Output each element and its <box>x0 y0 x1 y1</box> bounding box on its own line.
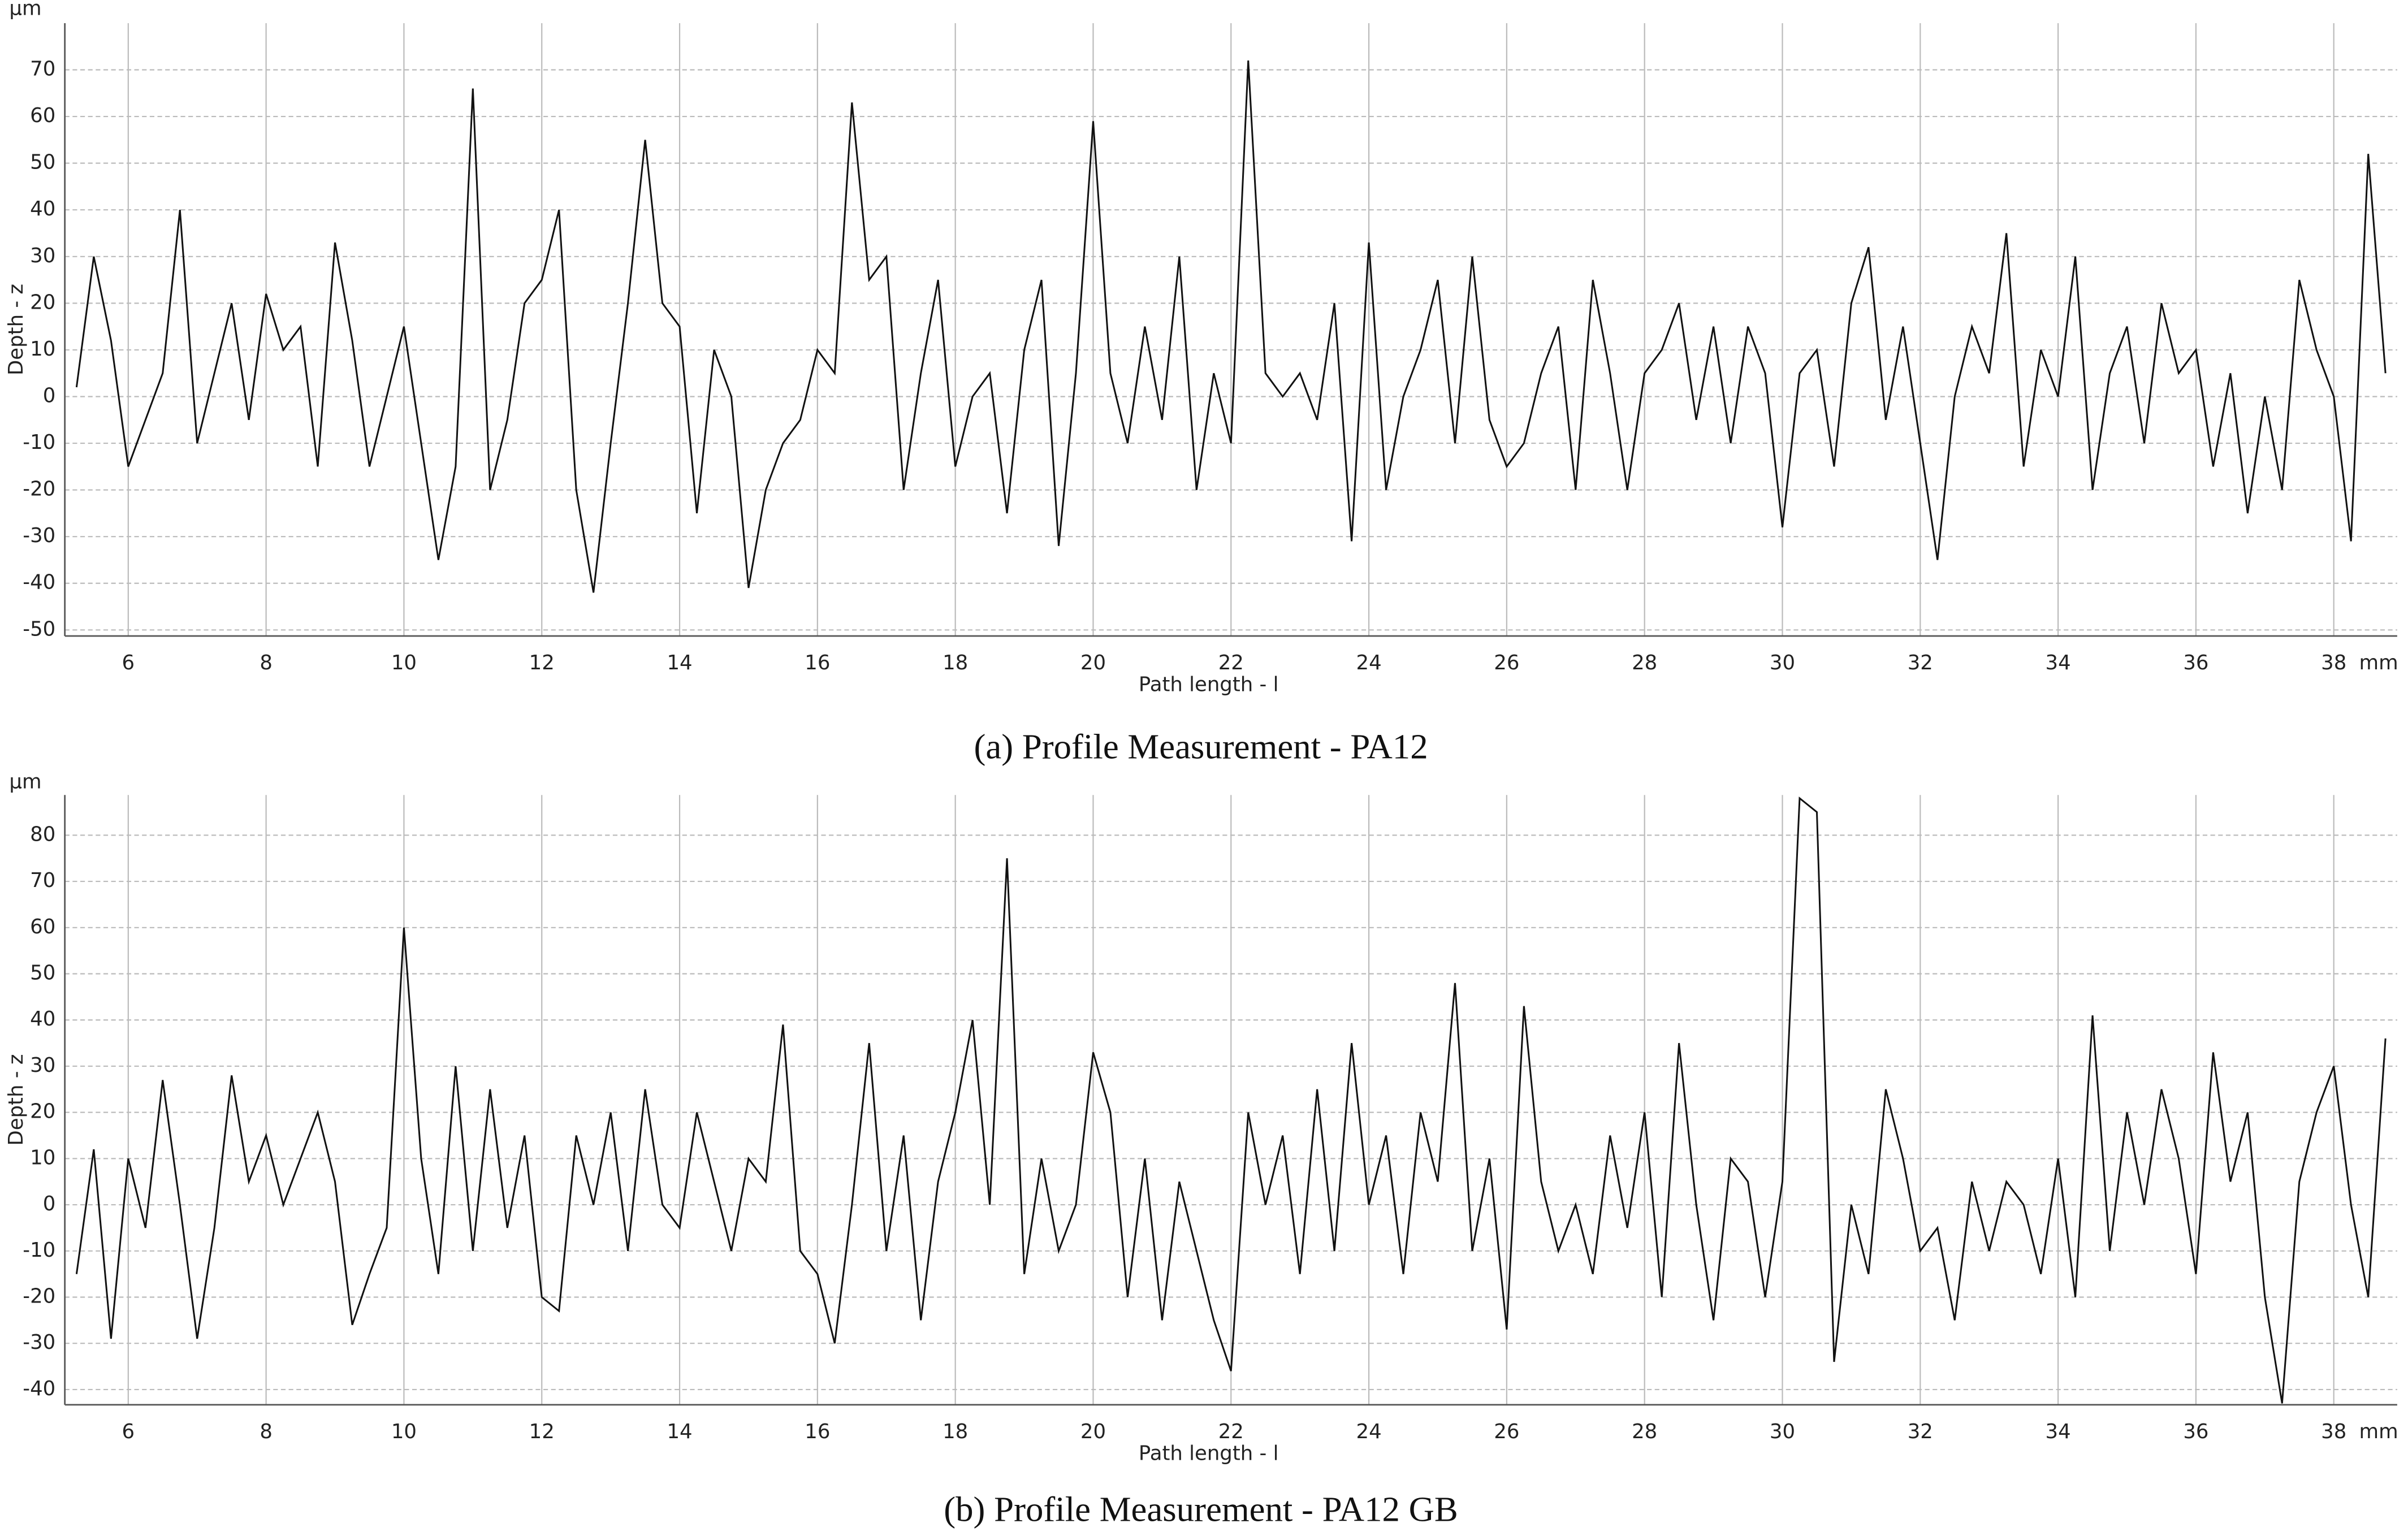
x-tick-label: 32 <box>1908 651 1933 674</box>
y-tick-label: 60 <box>30 104 55 127</box>
x-tick-label: 30 <box>1770 1420 1795 1443</box>
chart-caption: (a) Profile Measurement - PA12 <box>974 726 1428 766</box>
y-tick-label: 40 <box>30 197 55 220</box>
x-tick-label: 12 <box>529 651 555 674</box>
y-tick-label: -10 <box>23 431 55 454</box>
y-unit: μm <box>9 770 41 793</box>
x-tick-label: 18 <box>943 651 968 674</box>
x-tick-label: 8 <box>260 1420 273 1443</box>
x-axis-label: Path length - l <box>1139 1442 1279 1465</box>
y-tick-label: -30 <box>23 1331 55 1354</box>
profile-line <box>75 796 2387 1404</box>
y-tick-label: 70 <box>30 58 55 81</box>
x-tick-label: 28 <box>1632 651 1657 674</box>
chart-caption: (b) Profile Measurement - PA12 GB <box>944 1489 1458 1529</box>
x-tick-label: 10 <box>391 1420 417 1443</box>
x-tick-label: 22 <box>1218 651 1244 674</box>
x-tick-label: 6 <box>122 651 135 674</box>
x-tick-label: 14 <box>667 651 692 674</box>
x-tick-label: 28 <box>1632 1420 1657 1443</box>
x-tick-label: 22 <box>1218 1420 1244 1443</box>
x-tick-label: 26 <box>1494 1420 1519 1443</box>
x-tick-label: 20 <box>1080 651 1106 674</box>
y-tick-label: 50 <box>30 962 55 985</box>
x-unit: mm <box>2359 651 2398 674</box>
x-tick-label: 18 <box>943 1420 968 1443</box>
y-tick-label: -20 <box>23 1285 55 1308</box>
x-tick-label: 32 <box>1908 1420 1933 1443</box>
x-unit: mm <box>2359 1420 2398 1443</box>
y-unit: μm <box>9 0 41 20</box>
x-tick-label: 14 <box>667 1420 692 1443</box>
y-tick-label: 20 <box>30 291 55 314</box>
y-tick-label: 50 <box>30 151 55 174</box>
y-tick-label: 0 <box>43 1192 56 1215</box>
y-axis-label: Depth - z <box>5 1054 28 1146</box>
profile-line <box>75 60 2387 593</box>
y-tick-label: 20 <box>30 1100 55 1123</box>
x-tick-label: 8 <box>260 651 273 674</box>
x-tick-label: 30 <box>1770 651 1795 674</box>
y-tick-label: -10 <box>23 1239 55 1262</box>
y-tick-label: 0 <box>43 384 56 407</box>
y-tick-label: -50 <box>23 617 55 641</box>
x-tick-label: 16 <box>805 651 830 674</box>
y-tick-label: 80 <box>30 823 55 846</box>
y-tick-label: 10 <box>30 338 55 361</box>
x-tick-label: 36 <box>2183 651 2208 674</box>
x-tick-label: 26 <box>1494 651 1519 674</box>
x-tick-label: 24 <box>1356 1420 1382 1443</box>
x-tick-label: 38 <box>2321 1420 2346 1443</box>
x-tick-label: 34 <box>2046 651 2071 674</box>
y-tick-label: -30 <box>23 524 55 547</box>
y-tick-label: 40 <box>30 1007 55 1031</box>
y-tick-label: 30 <box>30 1054 55 1077</box>
y-tick-label: -20 <box>23 478 55 501</box>
x-tick-label: 36 <box>2183 1420 2208 1443</box>
x-tick-label: 34 <box>2046 1420 2071 1443</box>
x-tick-label: 16 <box>805 1420 830 1443</box>
x-axis-label: Path length - l <box>1139 673 1279 696</box>
y-tick-label: 60 <box>30 915 55 938</box>
x-tick-label: 20 <box>1080 1420 1106 1443</box>
y-tick-label: -40 <box>23 1377 55 1400</box>
y-tick-label: 30 <box>30 244 55 267</box>
x-tick-label: 24 <box>1356 651 1382 674</box>
y-axis-label: Depth - z <box>5 284 28 375</box>
y-tick-label: 70 <box>30 869 55 892</box>
y-tick-label: -40 <box>23 571 55 594</box>
x-tick-label: 38 <box>2321 651 2346 674</box>
x-tick-label: 6 <box>122 1420 135 1443</box>
x-tick-label: 10 <box>391 651 417 674</box>
x-tick-label: 12 <box>529 1420 555 1443</box>
y-tick-label: 10 <box>30 1146 55 1169</box>
